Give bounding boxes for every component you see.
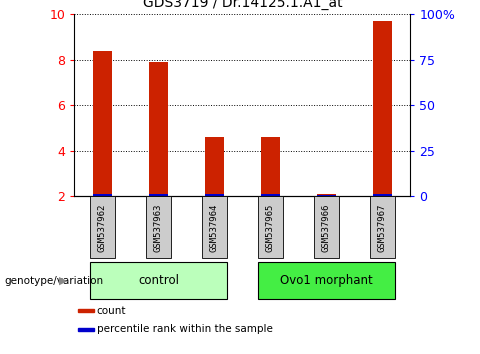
Text: GSM537966: GSM537966 (322, 203, 331, 252)
Bar (204, 137, 224, 196)
Bar (317, 194, 336, 196)
Text: genotype/variation: genotype/variation (5, 275, 104, 286)
Bar (372, 194, 392, 196)
Text: GSM537963: GSM537963 (154, 203, 163, 252)
Text: count: count (96, 306, 126, 316)
Bar (146, 196, 171, 258)
Text: GSM537962: GSM537962 (98, 203, 107, 252)
Bar (370, 196, 395, 258)
Bar (90, 262, 227, 299)
Bar (204, 194, 224, 196)
Bar (261, 194, 280, 196)
Bar (78, 328, 94, 331)
Bar (149, 62, 168, 196)
Bar (202, 196, 227, 258)
Text: GSM537967: GSM537967 (378, 203, 387, 252)
Text: control: control (138, 274, 179, 287)
Bar (258, 196, 283, 258)
Bar (258, 262, 395, 299)
Bar (93, 194, 112, 196)
Bar (78, 309, 94, 312)
Title: GDS3719 / Dr.14125.1.A1_at: GDS3719 / Dr.14125.1.A1_at (143, 0, 342, 10)
Text: GSM537964: GSM537964 (210, 203, 219, 252)
Text: GSM537965: GSM537965 (266, 203, 275, 252)
Text: ▶: ▶ (59, 275, 67, 286)
Bar (317, 195, 336, 196)
Bar (149, 194, 168, 196)
Bar (93, 51, 112, 196)
Bar (90, 196, 115, 258)
Bar (314, 196, 339, 258)
Bar (261, 137, 280, 196)
Text: Ovo1 morphant: Ovo1 morphant (280, 274, 373, 287)
Bar (372, 21, 392, 196)
Text: percentile rank within the sample: percentile rank within the sample (96, 324, 273, 334)
